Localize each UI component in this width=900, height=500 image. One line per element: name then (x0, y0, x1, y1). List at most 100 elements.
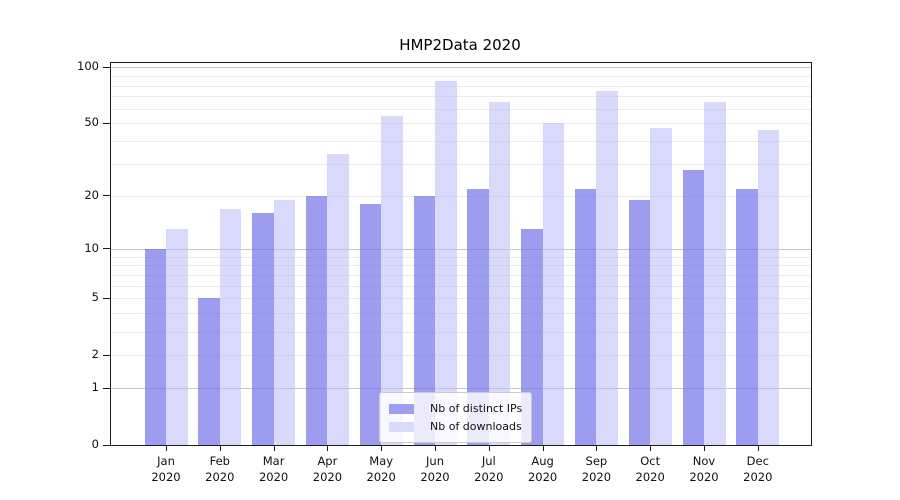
x-tick-year: 2020 (689, 469, 719, 484)
x-tick-month: Jul (481, 454, 496, 468)
bar-distinct-ips (252, 213, 274, 445)
x-tick-mark (327, 446, 329, 451)
x-tick-year: 2020 (151, 469, 181, 484)
x-tick-label: Aug 2020 (513, 454, 573, 485)
x-tick-label: May 2020 (351, 454, 411, 485)
x-tick-month: Apr (317, 454, 338, 468)
x-tick-year: 2020 (581, 469, 612, 484)
legend-swatch-downloads (389, 421, 414, 432)
x-tick-label: Mar 2020 (244, 454, 304, 485)
x-tick-mark (435, 446, 436, 451)
bar-distinct-ips (628, 199, 651, 445)
x-tick-mark (542, 446, 544, 451)
bar-distinct-ips (144, 248, 166, 445)
x-tick-mark (650, 446, 652, 451)
bar-distinct-ips (736, 188, 758, 445)
bar-downloads (273, 199, 296, 445)
gridline-minor (111, 313, 811, 315)
y-tick-label: 100 (77, 59, 99, 74)
x-tick-label: Oct 2020 (620, 454, 680, 485)
bar-downloads (381, 115, 403, 445)
bar-distinct-ips (682, 169, 704, 445)
gridline-minor (111, 355, 811, 357)
bar-downloads (542, 123, 565, 445)
plot-area: 0 1 2 5 10 20 50 100 Jan 2020 Feb 2020 Mar 2020 Apr 202… (77, 59, 812, 484)
x-tick-label: Nov 2020 (674, 454, 734, 485)
gridline-minor (111, 195, 811, 197)
bar-downloads (650, 128, 672, 445)
x-tick-month: Oct (640, 454, 661, 468)
legend-row: Nb of distinct IPs (389, 400, 522, 417)
x-tick-year: 2020 (205, 469, 235, 484)
gridline-major (111, 248, 811, 250)
bar-distinct-ips (467, 188, 489, 445)
bar-downloads (596, 90, 618, 445)
bar-downloads (327, 154, 349, 445)
y-tick-label: 20 (84, 187, 99, 202)
gridline-minor (111, 298, 811, 300)
x-tick-mark (757, 446, 759, 451)
bar-downloads (488, 102, 511, 445)
x-tick-year: 2020 (366, 469, 396, 484)
gridline-minor (111, 285, 811, 287)
x-tick-month: Feb (209, 454, 230, 468)
x-tick-year: 2020 (420, 469, 450, 484)
bar-downloads (757, 130, 780, 445)
legend-row: Nb of downloads (389, 418, 522, 435)
y-tick-label: 10 (84, 240, 99, 255)
legend-swatch-distinct-ips (389, 403, 414, 414)
bar-downloads (435, 80, 457, 445)
gridline-major (111, 388, 811, 390)
y-tick-mark (103, 387, 110, 389)
x-tick-year: 2020 (258, 469, 289, 484)
bar-distinct-ips (305, 195, 328, 445)
x-tick-label: Jun 2020 (405, 454, 465, 485)
x-tick-mark (704, 446, 705, 451)
x-tick-month: May (369, 454, 394, 468)
y-tick-label: 50 (84, 115, 99, 130)
legend-label-distinct-ips: Nb of distinct IPs (430, 402, 523, 415)
y-tick-label: 0 (91, 437, 99, 451)
y-tick-mark (103, 444, 110, 446)
gridline-minor (111, 274, 811, 276)
bar-distinct-ips (574, 188, 597, 445)
gridline-minor (111, 141, 811, 143)
gridline-minor (111, 331, 811, 333)
bar-distinct-ips (359, 204, 382, 445)
y-tick-label: 2 (91, 347, 99, 362)
x-tick-mark (166, 446, 167, 451)
bar-downloads (704, 102, 726, 445)
x-tick-year: 2020 (635, 469, 665, 484)
x-tick-mark (273, 446, 275, 451)
gridline-minor (111, 108, 811, 110)
gridline-major (111, 67, 811, 69)
legend-label-downloads: Nb of downloads (430, 420, 522, 433)
y-tick-mark (103, 122, 110, 124)
x-tick-month: Jun (426, 454, 444, 468)
gridline-minor (111, 256, 811, 258)
y-tick-mark (103, 354, 110, 356)
gridline-minor (111, 123, 811, 125)
x-tick-mark (219, 446, 221, 451)
chart-title: HMP2Data 2020 (399, 36, 521, 54)
gridline-minor (111, 76, 811, 77)
x-tick-month: Mar (262, 454, 285, 468)
x-tick-month: Sep (585, 454, 608, 468)
x-tick-label: Jan 2020 (136, 454, 196, 485)
y-tick-mark (103, 248, 110, 250)
x-tick-mark (488, 446, 490, 451)
x-tick-year: 2020 (743, 469, 773, 484)
x-tick-month: Dec (746, 454, 769, 468)
x-tick-label: Jul 2020 (459, 454, 519, 485)
x-tick-month: Aug (531, 454, 554, 468)
y-tick-label: 5 (91, 290, 99, 305)
bar-distinct-ips (521, 229, 543, 445)
x-tick-label: Dec 2020 (728, 454, 788, 485)
y-tick-label: 1 (91, 380, 99, 395)
x-tick-label: Apr 2020 (297, 454, 357, 485)
gridline-minor (111, 85, 811, 87)
x-tick-label: Sep 2020 (566, 454, 626, 485)
gridline-minor (111, 164, 811, 166)
gridline-minor (111, 265, 811, 267)
x-tick-month: Nov (692, 454, 716, 468)
